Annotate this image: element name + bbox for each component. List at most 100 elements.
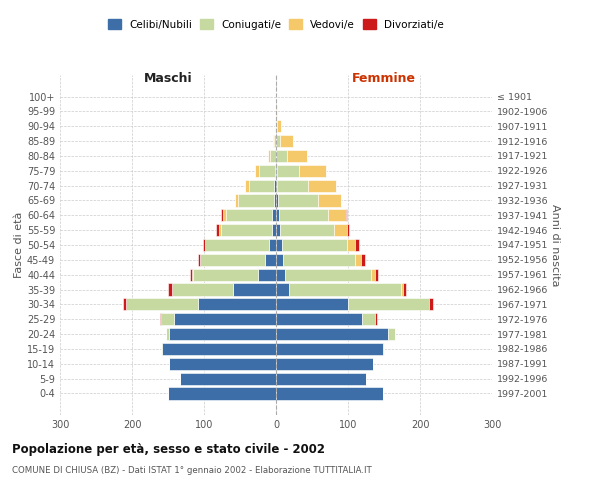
Y-axis label: Fasce di età: Fasce di età — [14, 212, 24, 278]
Bar — [276, 164, 277, 177]
Bar — [276, 343, 383, 355]
Bar — [205, 239, 269, 251]
Bar — [248, 180, 274, 192]
Bar — [277, 164, 299, 177]
Bar — [273, 135, 274, 147]
Bar — [276, 313, 362, 326]
Bar — [276, 209, 279, 222]
Bar — [282, 239, 347, 251]
Bar — [279, 209, 328, 222]
Bar — [200, 254, 265, 266]
Bar — [216, 224, 219, 236]
Bar — [274, 135, 276, 147]
Bar — [347, 224, 349, 236]
Bar — [238, 194, 274, 206]
Bar — [347, 239, 355, 251]
Bar — [276, 239, 282, 251]
Bar — [388, 328, 395, 340]
Bar — [168, 284, 172, 296]
Bar — [276, 106, 277, 118]
Bar — [161, 313, 174, 326]
Bar — [198, 298, 276, 310]
Bar — [172, 284, 233, 296]
Bar — [280, 135, 293, 147]
Bar — [126, 298, 198, 310]
Bar — [318, 194, 341, 206]
Bar — [258, 268, 276, 281]
Bar — [276, 135, 280, 147]
Bar — [376, 313, 377, 326]
Bar — [430, 298, 433, 310]
Bar — [275, 164, 276, 177]
Bar — [280, 224, 334, 236]
Text: COMUNE DI CHIUSA (BZ) - Dati ISTAT 1° gennaio 2002 - Elaborazione TUTTITALIA.IT: COMUNE DI CHIUSA (BZ) - Dati ISTAT 1° ge… — [12, 466, 372, 475]
Bar — [272, 224, 276, 236]
Bar — [221, 209, 223, 222]
Bar — [122, 298, 126, 310]
Bar — [403, 284, 406, 296]
Bar — [383, 343, 384, 355]
Bar — [274, 180, 276, 192]
Bar — [180, 372, 276, 384]
Bar — [361, 254, 365, 266]
Bar — [270, 150, 276, 162]
Bar — [161, 343, 162, 355]
Bar — [346, 209, 347, 222]
Bar — [277, 180, 308, 192]
Y-axis label: Anni di nascita: Anni di nascita — [550, 204, 560, 286]
Bar — [169, 328, 276, 340]
Bar — [160, 313, 161, 326]
Bar — [362, 313, 376, 326]
Bar — [428, 298, 430, 310]
Bar — [401, 284, 403, 296]
Bar — [219, 224, 221, 236]
Bar — [275, 120, 276, 132]
Bar — [269, 239, 276, 251]
Bar — [289, 284, 401, 296]
Bar — [371, 268, 374, 281]
Bar — [272, 209, 276, 222]
Bar — [276, 284, 289, 296]
Bar — [166, 328, 169, 340]
Bar — [276, 194, 278, 206]
Bar — [287, 150, 307, 162]
Bar — [245, 180, 248, 192]
Bar — [274, 194, 276, 206]
Bar — [276, 224, 280, 236]
Bar — [276, 180, 277, 192]
Bar — [277, 120, 281, 132]
Bar — [203, 239, 205, 251]
Bar — [276, 372, 366, 384]
Bar — [276, 388, 383, 400]
Bar — [284, 268, 371, 281]
Bar — [299, 164, 326, 177]
Text: Popolazione per età, sesso e stato civile - 2002: Popolazione per età, sesso e stato civil… — [12, 442, 325, 456]
Bar — [328, 209, 346, 222]
Text: Femmine: Femmine — [352, 72, 416, 85]
Legend: Celibi/Nubili, Coniugati/e, Vedovi/e, Divorziati/e: Celibi/Nubili, Coniugati/e, Vedovi/e, Di… — [104, 15, 448, 34]
Bar — [355, 239, 359, 251]
Bar — [276, 268, 284, 281]
Bar — [276, 254, 283, 266]
Bar — [174, 313, 276, 326]
Bar — [283, 254, 355, 266]
Bar — [169, 358, 276, 370]
Bar — [268, 150, 270, 162]
Bar — [276, 120, 277, 132]
Bar — [226, 209, 272, 222]
Bar — [162, 343, 276, 355]
Bar — [276, 298, 348, 310]
Bar — [276, 328, 388, 340]
Bar — [193, 268, 258, 281]
Bar — [233, 284, 276, 296]
Bar — [308, 180, 337, 192]
Text: Maschi: Maschi — [143, 72, 193, 85]
Bar — [276, 358, 373, 370]
Bar — [265, 254, 276, 266]
Bar — [190, 268, 193, 281]
Bar — [168, 388, 276, 400]
Bar — [348, 298, 428, 310]
Bar — [374, 268, 378, 281]
Bar — [355, 254, 361, 266]
Bar — [223, 209, 226, 222]
